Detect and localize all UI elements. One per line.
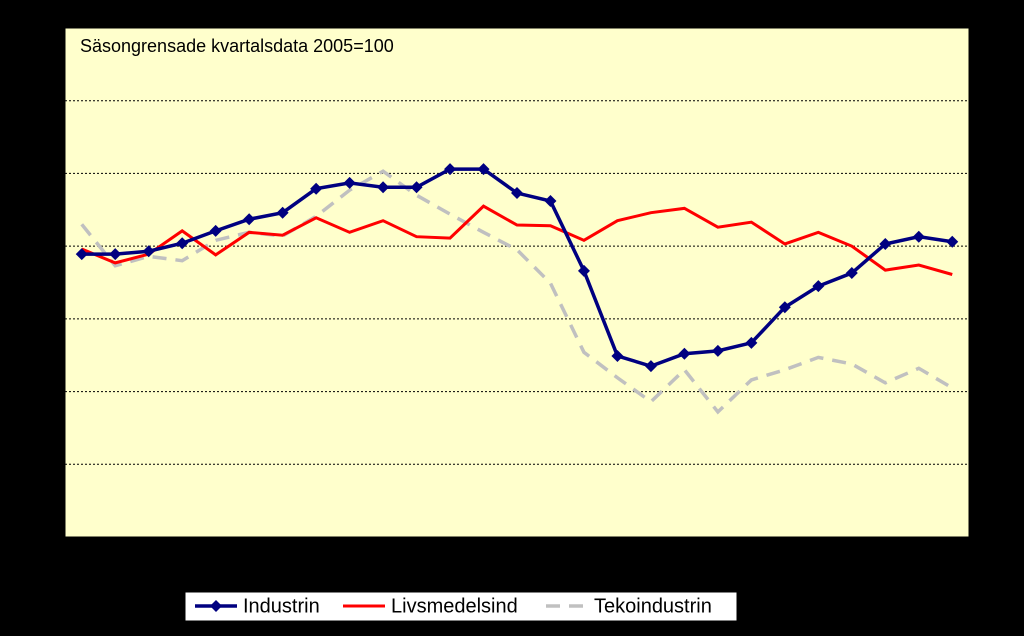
y-tick-label: 60	[37, 526, 57, 546]
series-marker	[477, 163, 490, 176]
series-marker	[678, 347, 691, 360]
series-marker	[544, 195, 557, 208]
y-tick-label: 70	[37, 453, 57, 473]
plot-area	[64, 27, 970, 538]
chart-title: Säsongrensade kvartalsdata 2005=100	[80, 36, 394, 56]
series-marker	[745, 336, 758, 349]
series-marker	[577, 264, 590, 277]
series-marker	[511, 187, 523, 200]
series-marker	[611, 349, 624, 362]
y-tick-label: 130	[27, 17, 57, 37]
series-marker	[812, 280, 825, 293]
series-marker	[176, 237, 189, 250]
series-marker	[845, 267, 858, 280]
series-marker	[410, 181, 423, 194]
legend	[184, 591, 738, 622]
series-marker	[109, 248, 122, 261]
legend-label: Tekoindustrin	[594, 595, 712, 617]
series-marker	[879, 237, 892, 250]
series-marker	[310, 182, 323, 195]
series-line	[80, 169, 954, 415]
series-line	[81, 204, 953, 276]
y-tick-label: 90	[37, 308, 57, 328]
series-marker	[276, 206, 289, 219]
series-marker	[644, 360, 657, 373]
legend-label: Industrin	[243, 595, 320, 617]
series-marker	[778, 301, 791, 314]
legend-marker	[210, 600, 222, 612]
series-marker	[377, 181, 390, 194]
series-marker	[243, 213, 256, 226]
series-marker	[912, 230, 925, 243]
series-marker	[75, 248, 88, 261]
series-marker	[711, 344, 724, 357]
y-tick-label: 100	[27, 235, 57, 255]
series-marker	[209, 224, 222, 237]
series-marker	[142, 245, 155, 258]
y-tick-label: 80	[37, 380, 57, 400]
series-marker	[946, 235, 959, 248]
y-tick-label: 120	[27, 89, 57, 109]
series-marker	[343, 176, 356, 189]
y-tick-label: 110	[28, 162, 57, 182]
series-marker	[444, 163, 457, 176]
legend-label: Livsmedelsind	[391, 595, 518, 617]
